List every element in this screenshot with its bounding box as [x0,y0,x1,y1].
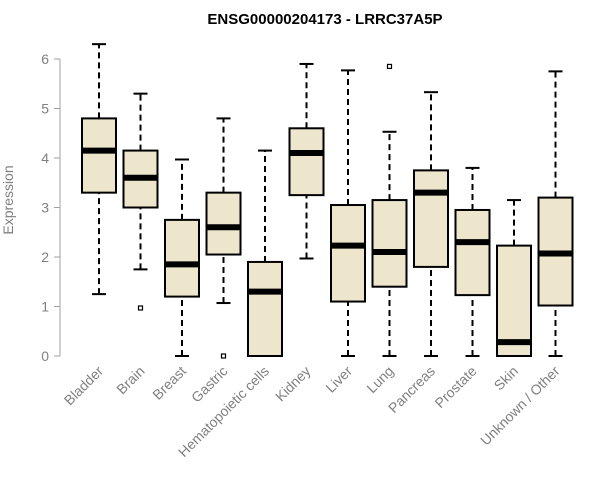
y-axis: 0 1 2 3 4 5 6 [41,51,61,364]
box-group-skin [496,199,532,358]
box-group-hematopoietic-cells [247,149,283,358]
box-group-pancreas [413,91,449,357]
x-tick-label: Breast [149,363,189,403]
box-group-kidney [288,62,325,260]
outlier-point [386,63,393,70]
box [81,117,117,194]
box-group-lung [371,63,408,357]
box-group-gastric [205,117,242,359]
box [413,169,449,268]
box [496,244,532,358]
x-tick-label: Prostate [431,363,479,411]
chart-title: ENSG00000204173 - LRRC37A5P [207,11,442,28]
x-tick-label: Unknown / Other [477,363,563,449]
box [288,127,325,197]
box [454,208,491,297]
box [164,218,200,298]
y-axis-label: Expression [0,165,16,234]
x-tick-label: Kidney [272,363,314,405]
box-group-breast [164,158,200,357]
y-tick-label: 4 [41,150,49,166]
x-tick-label: Bladder [61,363,107,409]
y-tick-label: 5 [41,101,49,117]
box-group-liver [330,69,366,357]
box [371,199,408,288]
y-tick-label: 1 [41,299,49,315]
box [205,191,242,256]
y-tick-label: 0 [41,348,49,364]
x-tick-label: Lung [363,363,396,396]
y-tick-label: 2 [41,249,49,265]
boxes [81,43,574,359]
y-tick-label: 6 [41,51,49,67]
outlier-point [220,353,227,359]
outlier-point [137,305,144,311]
x-tick-label: Liver [322,363,355,396]
box-group-brain [122,92,159,311]
box-group-bladder [81,43,117,296]
x-tick-label: Skin [491,363,522,394]
x-tick-label: Brain [113,363,147,397]
box [247,260,283,358]
y-tick-label: 3 [41,200,49,216]
box-group-prostate [454,166,491,357]
box-group-unknown-other [537,70,574,357]
box [330,204,366,303]
